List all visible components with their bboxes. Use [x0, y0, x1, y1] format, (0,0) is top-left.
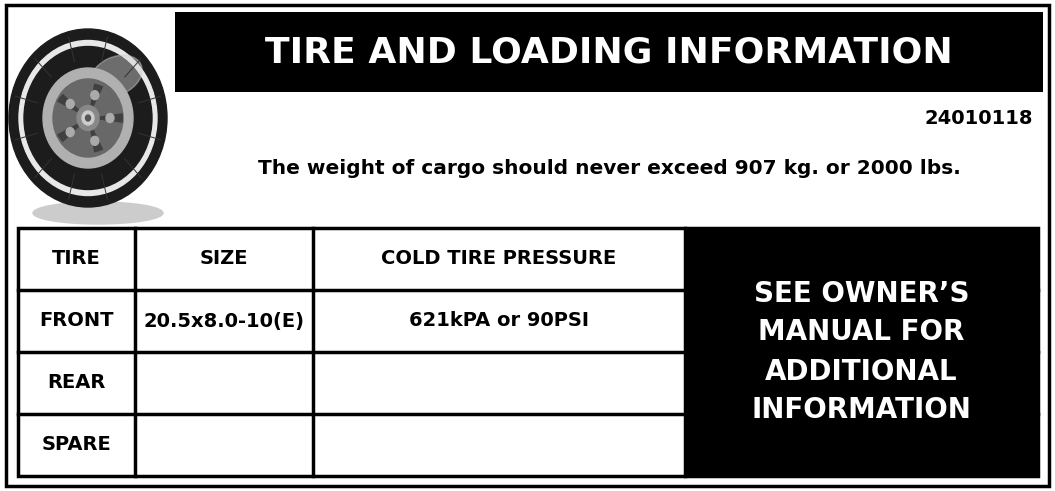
Ellipse shape	[91, 91, 99, 100]
Text: COLD TIRE PRESSURE: COLD TIRE PRESSURE	[381, 249, 616, 269]
Ellipse shape	[43, 68, 133, 168]
Ellipse shape	[33, 202, 164, 224]
Text: SIZE: SIZE	[199, 249, 248, 269]
Text: SPARE: SPARE	[41, 436, 112, 455]
Bar	[685, 228, 1038, 476]
Text: SEE OWNER’S
MANUAL FOR
ADDITIONAL
INFORMATION: SEE OWNER’S MANUAL FOR ADDITIONAL INFORM…	[751, 279, 972, 425]
Text: 24010118: 24010118	[924, 109, 1033, 128]
Ellipse shape	[82, 111, 94, 125]
Text: REAR: REAR	[47, 374, 106, 392]
Wedge shape	[88, 113, 123, 123]
Ellipse shape	[66, 128, 74, 136]
Text: 621kPA or 90PSI: 621kPA or 90PSI	[409, 311, 589, 330]
Text: FRONT: FRONT	[39, 311, 114, 330]
Ellipse shape	[24, 47, 152, 190]
Wedge shape	[57, 94, 88, 118]
Ellipse shape	[9, 29, 167, 207]
Wedge shape	[88, 118, 103, 153]
Ellipse shape	[77, 106, 99, 131]
Ellipse shape	[91, 136, 99, 145]
Bar	[18, 228, 1038, 476]
Wedge shape	[57, 118, 88, 142]
Ellipse shape	[90, 55, 142, 97]
Wedge shape	[88, 83, 103, 118]
Text: 20.5x8.0-10(E): 20.5x8.0-10(E)	[143, 311, 305, 330]
Text: TIRE: TIRE	[52, 249, 101, 269]
Ellipse shape	[53, 79, 123, 157]
Ellipse shape	[106, 113, 114, 122]
Text: TIRE AND LOADING INFORMATION: TIRE AND LOADING INFORMATION	[265, 35, 953, 69]
Bar	[175, 12, 1043, 92]
Text: The weight of cargo should never exceed 907 kg. or 2000 lbs.: The weight of cargo should never exceed …	[257, 159, 960, 178]
Ellipse shape	[66, 99, 74, 109]
Ellipse shape	[19, 40, 157, 195]
Ellipse shape	[85, 115, 91, 121]
